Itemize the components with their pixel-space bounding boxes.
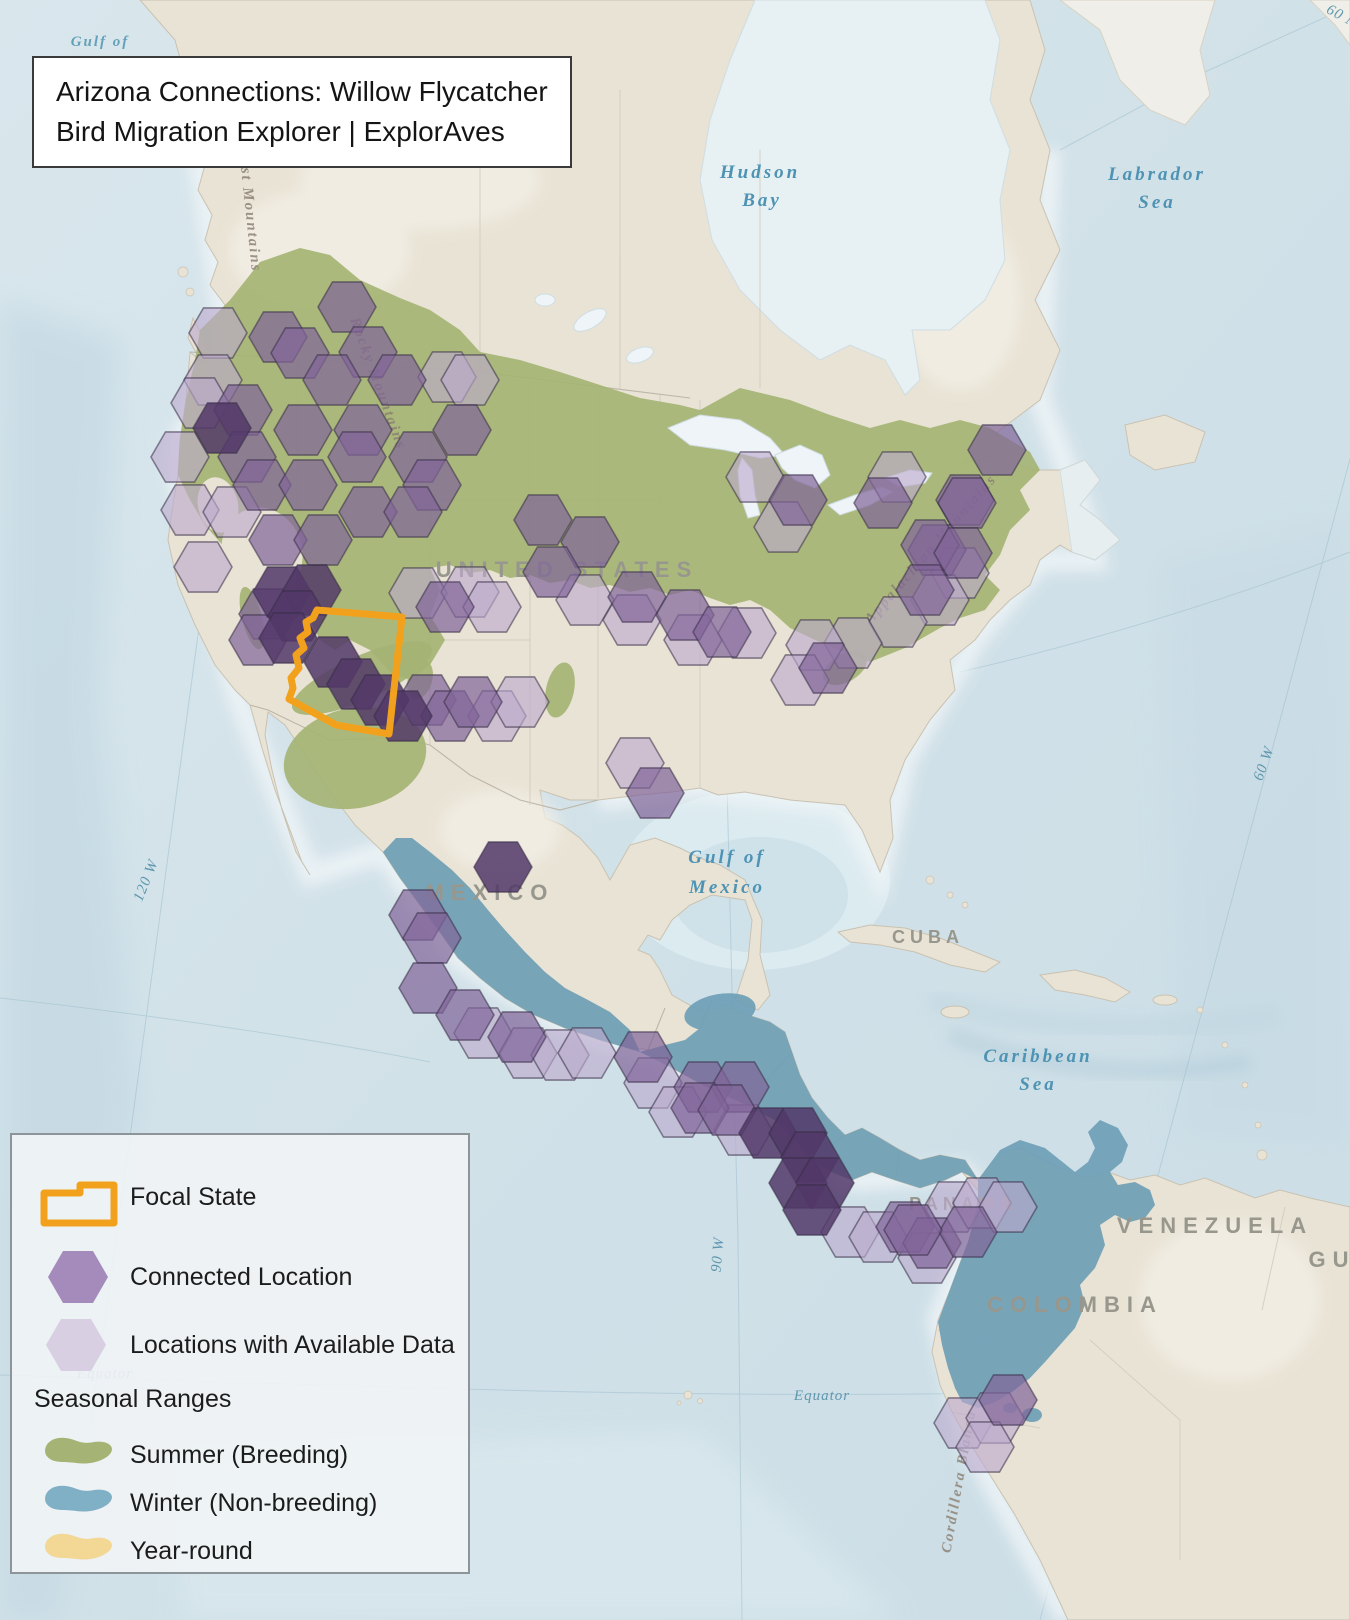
- hex-connected[interactable]: [853, 477, 913, 529]
- hex-connected[interactable]: [883, 1204, 943, 1256]
- hex-connected[interactable]: [513, 494, 573, 546]
- hex-connected[interactable]: [613, 1031, 673, 1083]
- hex-connected[interactable]: [560, 516, 620, 568]
- map-label: Equator: [793, 1388, 850, 1404]
- hex-connected[interactable]: [338, 486, 398, 538]
- hex-available[interactable]: [188, 307, 248, 359]
- legend-connected-label: Connected Location: [130, 1263, 353, 1291]
- newfoundland: [1124, 414, 1206, 471]
- map-label: Sea: [1138, 192, 1176, 213]
- hex-connected[interactable]: [273, 404, 333, 456]
- map-label: COLOMBIA: [987, 1292, 1163, 1317]
- hex-connected[interactable]: [937, 477, 997, 529]
- focal-state-legend-icon: [40, 1181, 118, 1227]
- available-hex-icon: [46, 1319, 106, 1371]
- hex-connected[interactable]: [402, 912, 462, 964]
- legend-year-round-label: Year-round: [130, 1537, 253, 1565]
- map-label: Bay: [741, 190, 782, 211]
- map-label: CUBA: [892, 927, 964, 947]
- hex-connected[interactable]: [367, 354, 427, 406]
- hex-connected[interactable]: [432, 404, 492, 456]
- hex-connected[interactable]: [487, 1011, 547, 1063]
- hex-connected[interactable]: [522, 546, 582, 598]
- land-sliver-ne: [1309, 0, 1350, 46]
- legend-summer-label: Summer (Breeding): [130, 1441, 349, 1469]
- hex-available[interactable]: [173, 541, 233, 593]
- small-islands: [177, 266, 1268, 1406]
- legend-seasonal-header: Seasonal Ranges: [34, 1385, 232, 1413]
- hudson-bay: [699, 0, 1011, 396]
- legend-available-label: Locations with Available Data: [130, 1331, 455, 1359]
- hex-available[interactable]: [557, 1027, 617, 1079]
- hispaniola: [1038, 969, 1131, 1003]
- hex-connected[interactable]: [435, 989, 495, 1041]
- hex-connected[interactable]: [967, 424, 1027, 476]
- year-round-icon: [45, 1533, 113, 1560]
- hex-connected[interactable]: [607, 571, 667, 623]
- hex-connected[interactable]: [978, 1374, 1038, 1426]
- hex-connected[interactable]: [895, 564, 955, 616]
- focal-state-outline[interactable]: [285, 606, 406, 738]
- greenland: [1059, 0, 1216, 126]
- connected-hex-icon: [48, 1251, 108, 1303]
- hex-connected-strong[interactable]: [473, 841, 533, 893]
- hex-connected[interactable]: [625, 767, 685, 819]
- winter-range-icon: [45, 1485, 113, 1512]
- hex-connected[interactable]: [443, 676, 503, 728]
- hex-connected[interactable]: [302, 354, 362, 406]
- map-title-box: Arizona Connections: Willow Flycatcher B…: [32, 56, 572, 168]
- hex-available[interactable]: [440, 354, 500, 406]
- hex-connected[interactable]: [327, 431, 387, 483]
- map-title-line2: Bird Migration Explorer | ExplorAves: [56, 115, 505, 147]
- cuba: [836, 924, 1002, 973]
- jamaica: [940, 1005, 970, 1019]
- hex-connected[interactable]: [293, 514, 353, 566]
- hex-connected[interactable]: [248, 514, 308, 566]
- hex-connected[interactable]: [415, 581, 475, 633]
- hex-connected[interactable]: [768, 474, 828, 526]
- summer-range-icon: [45, 1437, 113, 1464]
- puerto-rico: [1152, 994, 1178, 1006]
- hex-connected-strong[interactable]: [192, 402, 252, 454]
- hex-layer[interactable]: [150, 281, 1038, 1473]
- hex-available[interactable]: [160, 484, 220, 536]
- gulf-st-lawrence: [1059, 459, 1121, 561]
- map-title-line1: Arizona Connections: Willow Flycatcher: [56, 76, 548, 107]
- hex-connected[interactable]: [692, 606, 752, 658]
- legend: Focal State Connected Location Locations…: [10, 1133, 470, 1574]
- map-label: GU: [1309, 1247, 1350, 1272]
- map-label: Sea: [1019, 1074, 1057, 1095]
- legend-focal-state-label: Focal State: [130, 1183, 257, 1211]
- map-label: Gulf of: [71, 34, 130, 50]
- hex-connected[interactable]: [278, 459, 338, 511]
- hex-connected[interactable]: [232, 459, 292, 511]
- map-label: Hudson: [719, 162, 800, 183]
- map-label: Mexico: [688, 877, 765, 898]
- map-label: Labrador: [1107, 164, 1206, 185]
- map-label: Gulf of: [688, 847, 765, 868]
- map-label: VENEZUELA: [1117, 1213, 1313, 1238]
- map-label: 90 W: [709, 1236, 728, 1273]
- hex-connected[interactable]: [933, 527, 993, 579]
- map-label: Caribbean: [983, 1046, 1092, 1067]
- hex-connected-strong[interactable]: [782, 1184, 842, 1236]
- hex-connected[interactable]: [798, 642, 858, 694]
- hex-connected[interactable]: [383, 486, 443, 538]
- legend-winter-label: Winter (Non-breeding): [130, 1489, 378, 1517]
